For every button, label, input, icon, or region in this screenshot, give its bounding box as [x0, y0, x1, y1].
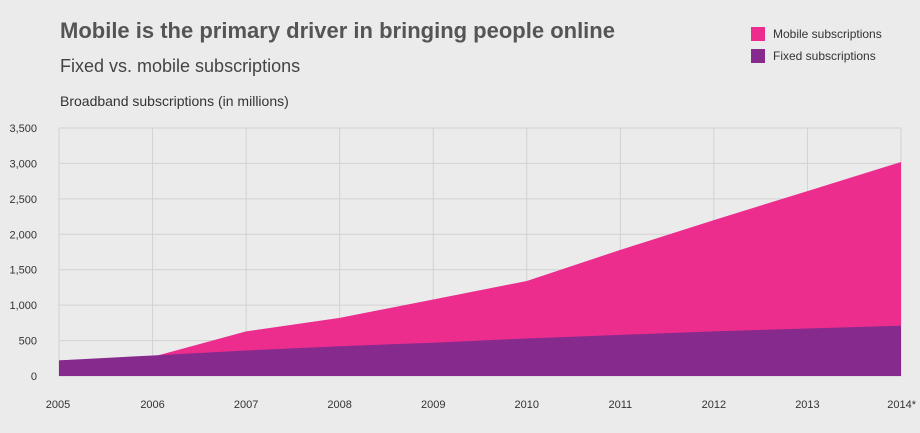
legend-label-fixed: Fixed subscriptions — [773, 49, 876, 63]
y-tick-label: 1,500 — [9, 265, 37, 277]
y-axis-label: Broadband subscriptions (in millions) — [60, 93, 289, 109]
area-fixed-subscriptions — [59, 325, 901, 376]
x-tick-label: 2006 — [140, 399, 164, 411]
x-tick-label: 2013 — [795, 399, 819, 411]
legend-swatch-fixed — [751, 49, 765, 63]
plot-areas — [59, 162, 901, 376]
y-tick-label: 2,500 — [9, 194, 37, 206]
x-tick-label: 2014* — [887, 399, 916, 411]
x-ticks: 2005 2006 2007 2008 2009 2010 2011 2012 2013 2014… — [46, 399, 917, 411]
y-tick-label: 0 — [31, 371, 37, 383]
x-tick-label: 2011 — [609, 399, 633, 411]
y-ticks: 0 500 1,000 1,500 2,000 2,500 3,000 3,500 — [9, 123, 37, 383]
y-tick-label: 3,500 — [9, 123, 37, 135]
legend-label-mobile: Mobile subscriptions — [773, 27, 882, 41]
legend: Mobile subscriptions Fixed subscriptions — [751, 27, 882, 63]
y-tick-label: 2,000 — [9, 229, 37, 241]
area-mobile-subscriptions — [59, 162, 901, 376]
y-tick-label: 500 — [19, 336, 37, 348]
x-tick-label: 2012 — [702, 399, 726, 411]
chart-subtitle: Fixed vs. mobile subscriptions — [60, 56, 300, 76]
legend-swatch-mobile — [751, 27, 765, 41]
y-tick-label: 3,000 — [9, 158, 37, 170]
x-tick-label: 2009 — [421, 399, 445, 411]
x-tick-label: 2005 — [46, 399, 70, 411]
chart-title: Mobile is the primary driver in bringing… — [60, 18, 615, 43]
x-tick-label: 2010 — [515, 399, 539, 411]
y-tick-label: 1,000 — [9, 300, 37, 312]
x-tick-label: 2008 — [327, 399, 351, 411]
x-tick-label: 2007 — [234, 399, 258, 411]
